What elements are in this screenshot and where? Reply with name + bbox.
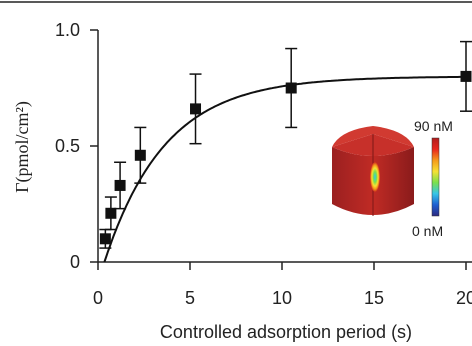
data-point — [114, 179, 126, 191]
x-tick-label: 15 — [364, 288, 384, 308]
data-point — [99, 233, 111, 245]
inset-min-label: 0 nM — [412, 223, 443, 239]
y-tick-label: 0.5 — [55, 136, 80, 156]
x-tick-label: 10 — [272, 288, 292, 308]
x-ticks: 0 5 10 15 20 — [93, 262, 472, 308]
x-tick-label: 0 — [93, 288, 103, 308]
y-ticks: 0 0.5 1.0 — [55, 20, 98, 272]
data-point — [460, 70, 472, 82]
data-point — [105, 207, 117, 219]
data-point — [134, 149, 146, 161]
y-tick-label: 0 — [70, 252, 80, 272]
inset-concentration-hotspot — [370, 162, 380, 192]
data-points — [99, 40, 472, 249]
data-point — [285, 82, 297, 94]
inset-colorbar — [431, 137, 440, 217]
inset-cylinder-top — [332, 126, 414, 147]
x-tick-label: 20 — [456, 288, 472, 308]
y-tick-label: 1.0 — [55, 20, 80, 40]
data-point — [190, 103, 202, 115]
y-axis-label: Γ(pmol/cm²) — [12, 101, 33, 193]
x-tick-label: 5 — [185, 288, 195, 308]
inset: 90 nM 0 nM — [332, 118, 453, 239]
x-axis-label: Controlled adsorption period (s) — [160, 322, 412, 342]
inset-max-label: 90 nM — [414, 118, 453, 134]
